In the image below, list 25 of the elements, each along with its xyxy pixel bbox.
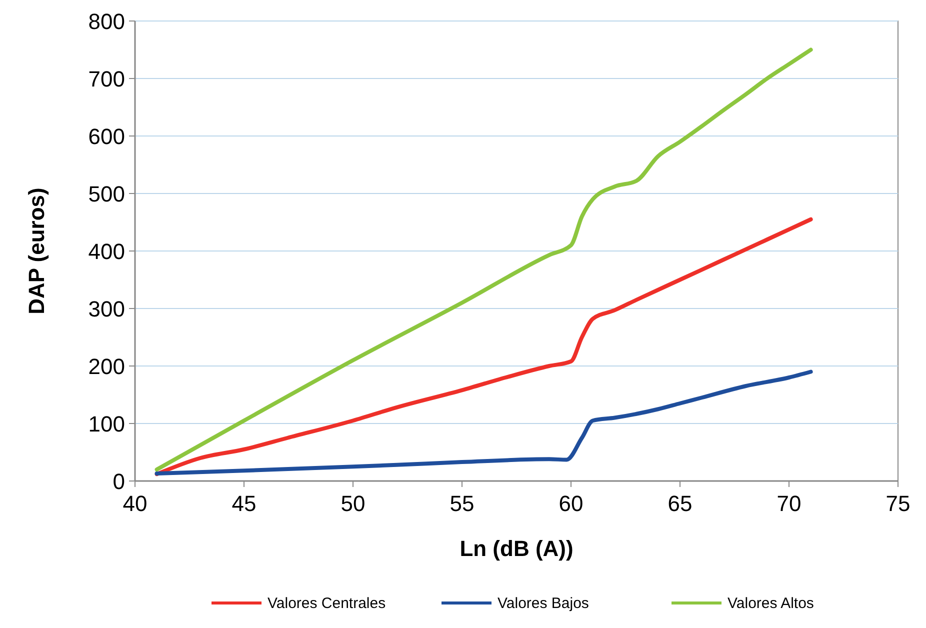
line-series <box>154 48 813 472</box>
y-tick-label: 700 <box>88 66 125 92</box>
y-tick-label: 200 <box>88 354 125 379</box>
line-series <box>154 370 813 476</box>
y-axis-title: DAP (euros) <box>24 188 49 314</box>
legend-label: Valores Centrales <box>268 595 386 612</box>
y-tick-label: 500 <box>88 182 125 206</box>
y-tick-label: 0 <box>112 469 125 494</box>
y-tick-label: 600 <box>88 124 125 149</box>
x-tick-label: 75 <box>886 491 910 516</box>
y-tick-label: 300 <box>88 296 125 322</box>
legend-label: Valores Altos <box>728 595 814 612</box>
y-tick-label: 100 <box>88 412 125 436</box>
x-tick-label: 65 <box>668 491 692 516</box>
y-tick-label: 800 <box>88 9 125 34</box>
y-tick-label: 400 <box>88 239 125 264</box>
line-series <box>154 217 813 476</box>
legend-label: Valores Bajos <box>498 595 589 612</box>
x-tick-label: 70 <box>776 491 802 516</box>
x-axis-title: Ln (dB (A)) <box>460 536 574 561</box>
x-tick-label: 50 <box>340 491 366 516</box>
x-tick-label: 40 <box>122 491 148 516</box>
x-tick-label: 55 <box>450 491 474 516</box>
x-tick-label: 60 <box>558 491 584 516</box>
x-tick-label: 45 <box>232 491 256 516</box>
